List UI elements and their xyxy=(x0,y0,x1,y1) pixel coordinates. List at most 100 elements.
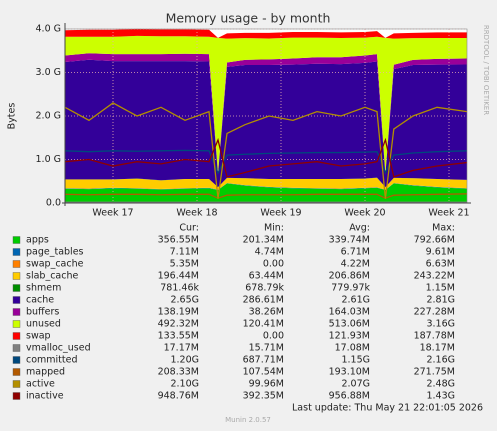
legend-label: mapped xyxy=(26,367,65,378)
legend-stat: 1.15G xyxy=(341,355,370,366)
legend-stat: 120.41M xyxy=(243,319,284,330)
legend-stat: 99.96M xyxy=(249,379,284,390)
legend-stat: 193.10M xyxy=(329,367,370,378)
legend-stat: 107.54M xyxy=(243,367,284,378)
legend-stat: 6.63M xyxy=(426,259,455,270)
legend-stat: 513.06M xyxy=(329,319,370,330)
legend-swatch xyxy=(12,356,21,364)
legend-label: cache xyxy=(26,295,54,306)
legend-stat: 0.00 xyxy=(263,331,284,342)
area xyxy=(65,35,467,173)
legend-stat: 208.33M xyxy=(158,367,199,378)
y-tick-label: 1.0 G xyxy=(36,154,62,165)
legend-swatch xyxy=(12,380,21,388)
chart-title: Memory usage - by month xyxy=(166,11,331,26)
legend-stat: 17.08M xyxy=(335,343,370,354)
legend-stat: 2.48G xyxy=(426,379,455,390)
legend-stat: 492.32M xyxy=(158,319,199,330)
legend-stat: 2.61G xyxy=(341,295,370,306)
side-label: RRDTOOL / TOBI OETIKER xyxy=(482,25,490,115)
data xyxy=(65,28,467,203)
legend-label: vmalloc_used xyxy=(26,343,91,354)
legend-stat: 2.65G xyxy=(170,295,199,306)
x-tick-label: Week 18 xyxy=(176,208,217,219)
legend-stat: 196.44M xyxy=(158,271,199,282)
legend-swatch xyxy=(12,236,21,244)
legend-stat: 4.22M xyxy=(341,259,370,270)
x-tick-label: Week 20 xyxy=(344,208,385,219)
line xyxy=(64,102,468,199)
legend-stat: 2.16G xyxy=(426,355,455,366)
legend-swatch xyxy=(12,392,21,400)
legend-stat: 164.03M xyxy=(329,307,370,318)
legend-stat: 678.79k xyxy=(245,283,284,294)
legend-label: page_tables xyxy=(26,247,84,258)
legend-stat: 1.20G xyxy=(170,355,199,366)
legend-label: inactive xyxy=(26,391,64,402)
legend-stat: 792.66M xyxy=(414,235,455,246)
legend-stat: 2.81G xyxy=(426,295,455,306)
x-tick-label: Week 17 xyxy=(92,208,133,219)
legend-stat: 271.75M xyxy=(414,367,455,378)
line xyxy=(64,149,468,175)
area xyxy=(65,28,467,39)
legend-swatch xyxy=(12,260,21,268)
legend-label: unused xyxy=(26,319,61,330)
legend-stat: 17.17M xyxy=(164,343,199,354)
legend-label: swap_cache xyxy=(26,259,84,270)
legend-stat: 5.35M xyxy=(170,259,199,270)
legend-column-header: Max: xyxy=(432,223,455,234)
legend-stat: 18.17M xyxy=(420,343,455,354)
legend-stat: 206.86M xyxy=(329,271,370,282)
legend-swatch xyxy=(12,272,21,280)
legend-swatch xyxy=(12,248,21,256)
last-update: Last update: Thu May 21 22:01:05 2026 xyxy=(292,403,483,414)
legend-swatch xyxy=(12,296,21,304)
y-axis-label: Bytes xyxy=(7,103,18,130)
legend-stat: 138.19M xyxy=(158,307,199,318)
y-tick-label: 3.0 G xyxy=(36,67,62,78)
legend-stat: 7.11M xyxy=(170,247,199,258)
legend-stat: 4.74M xyxy=(255,247,284,258)
legend-stat: 227.28M xyxy=(414,307,455,318)
legend-swatch xyxy=(12,332,21,340)
legend-label: shmem xyxy=(26,283,61,294)
legend-stat: 2.07G xyxy=(341,379,370,390)
legend-column-header: Min: xyxy=(264,223,284,234)
legend-stat: 779.97k xyxy=(331,283,370,294)
legend-stat: 948.76M xyxy=(158,391,199,402)
legend-column-header: Avg: xyxy=(349,223,370,234)
legend-swatch xyxy=(12,308,21,316)
legend-stat: 956.88M xyxy=(329,391,370,402)
legend-stat: 201.34M xyxy=(243,235,284,246)
y-tick-label: 0.0 xyxy=(46,198,61,209)
legend-swatch xyxy=(12,284,21,292)
footer: Munin 2.0.57 xyxy=(225,416,271,424)
line xyxy=(64,193,468,199)
y-tick-label: 2.0 G xyxy=(36,111,62,122)
legend-stat: 187.78M xyxy=(414,331,455,342)
legend-label: apps xyxy=(26,235,49,246)
area xyxy=(65,59,467,188)
x-tick-label: Week 19 xyxy=(260,208,301,219)
legend-column-header: Cur: xyxy=(179,223,199,234)
legend-stat: 15.71M xyxy=(249,343,284,354)
legend-label: committed xyxy=(26,355,78,366)
legend-label: slab_cache xyxy=(26,271,78,282)
legend-stat: 121.93M xyxy=(329,331,370,342)
legend-label: active xyxy=(26,379,55,390)
legend-stat: 286.61M xyxy=(243,295,284,306)
legend-swatch xyxy=(12,320,21,328)
line xyxy=(64,137,468,178)
legend-label: buffers xyxy=(26,307,59,318)
legend-stat: 6.71M xyxy=(341,247,370,258)
legend-stat: 2.10G xyxy=(170,379,199,390)
legend-stat: 1.15M xyxy=(426,283,455,294)
legend-swatch xyxy=(12,344,21,352)
legend-stat: 38.26M xyxy=(249,307,284,318)
legend-stat: 243.22M xyxy=(414,271,455,282)
legend-stat: 781.46k xyxy=(160,283,199,294)
legend-label: swap xyxy=(26,331,51,342)
x-tick-label: Week 21 xyxy=(428,208,469,219)
legend-stat: 3.16G xyxy=(426,319,455,330)
